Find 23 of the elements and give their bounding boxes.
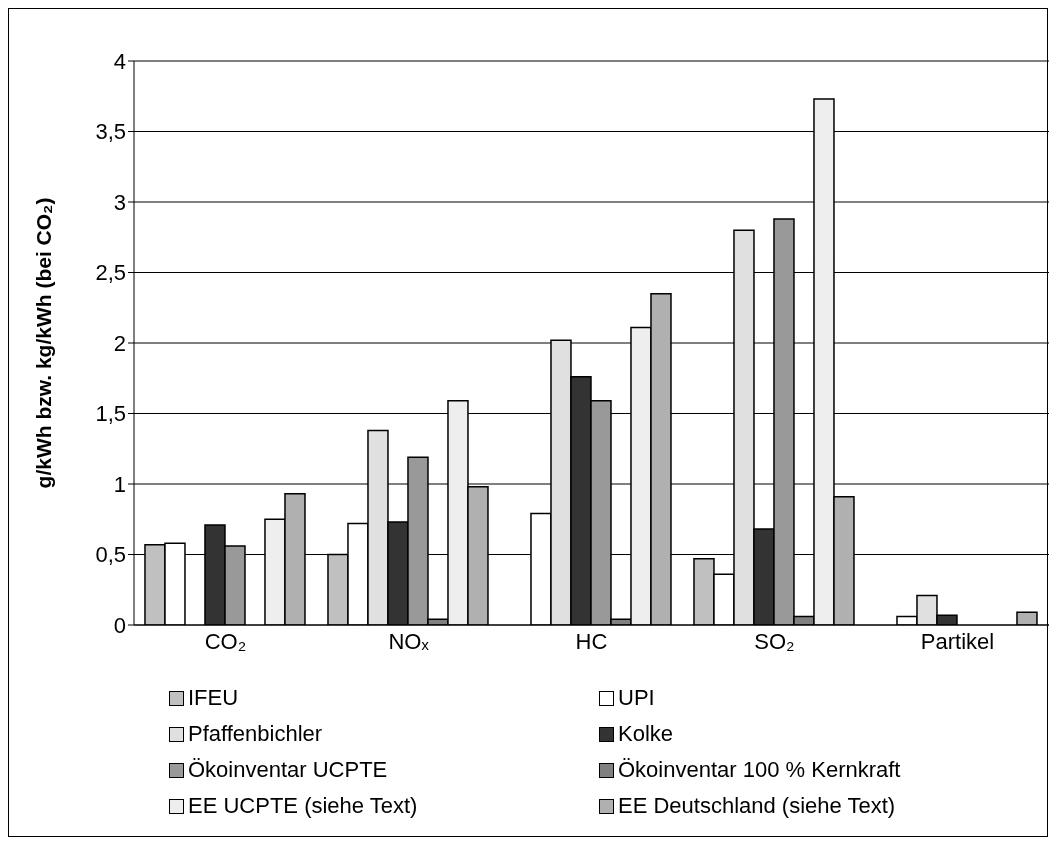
legend-label: UPI	[618, 685, 655, 711]
y-tick-label: 0,5	[95, 542, 126, 568]
legend-label: Ökoinventar UCPTE	[188, 757, 388, 783]
legend-label: Pfaffenbichler	[188, 721, 323, 747]
legend-label: EE UCPTE (siehe Text)	[188, 793, 418, 819]
y-tick-label: 3	[113, 189, 126, 215]
legend-label: IFEU	[188, 685, 239, 711]
y-axis-title: g/kWh bzw. kg/kWh (bei CO₂)	[32, 197, 56, 489]
x-tick-label: HC	[575, 628, 608, 654]
y-tick-label: 0	[113, 612, 126, 638]
y-tick-label: 2	[113, 330, 126, 356]
y-tick-label: 2,5	[95, 260, 126, 286]
x-tick-label: NOₓ	[388, 628, 430, 654]
legend-label: EE Deutschland (siehe Text)	[618, 793, 896, 819]
x-tick-label: SO₂	[754, 628, 795, 654]
y-tick-label: 1	[113, 471, 126, 497]
y-tick-label: 1,5	[95, 401, 126, 427]
legend-label: Ökoinventar 100 % Kernkraft	[618, 757, 901, 783]
y-tick-label: 4	[113, 48, 126, 74]
y-tick-label: 3,5	[95, 119, 126, 145]
legend-label: Kolke	[618, 721, 674, 747]
x-tick-label: CO₂	[204, 628, 247, 654]
x-tick-label: Partikel	[920, 628, 995, 654]
